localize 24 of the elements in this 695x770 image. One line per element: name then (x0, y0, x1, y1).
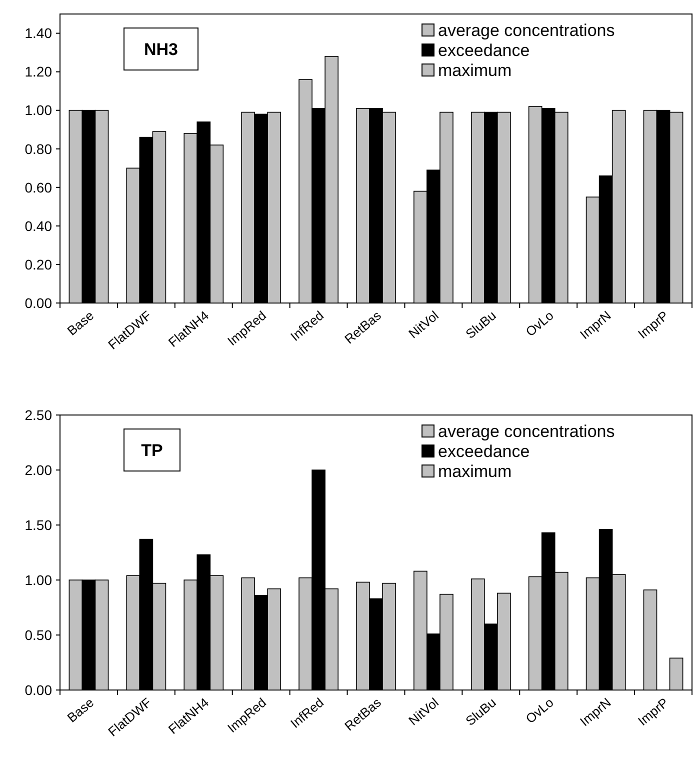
y-tick-label: 1.40 (24, 25, 52, 42)
y-tick-label: 0.40 (24, 218, 52, 234)
y-tick-label: 0.20 (24, 256, 52, 272)
y-tick-label: 2.50 (24, 406, 52, 423)
y-tick-label: 0.00 (24, 294, 52, 311)
y-tick-label: 0.60 (24, 179, 52, 196)
y-tick-label: 0.80 (24, 140, 52, 157)
legend-label: average concentrations (438, 20, 615, 40)
y-tick-label: 1.20 (24, 64, 52, 80)
y-tick-label: 1.00 (24, 572, 52, 588)
y-tick-label: 0.50 (24, 626, 52, 643)
y-tick-label: 0.00 (24, 682, 52, 698)
text: TP (141, 440, 163, 460)
legend-label: average concentrations (438, 422, 615, 441)
text: NH3 (144, 40, 178, 59)
y-tick-label: 1.00 (24, 102, 52, 118)
legend-label: exceedance (438, 40, 530, 60)
x-tick-label: OvLo (522, 694, 556, 726)
x-tick-label: OvLo (522, 308, 556, 340)
y-tick-label: 1.50 (24, 516, 52, 533)
legend-label: exceedance (438, 442, 530, 461)
y-tick-label: 2.00 (24, 462, 52, 478)
legend-label: maximum (438, 60, 512, 80)
legend-label: maximum (438, 462, 512, 481)
